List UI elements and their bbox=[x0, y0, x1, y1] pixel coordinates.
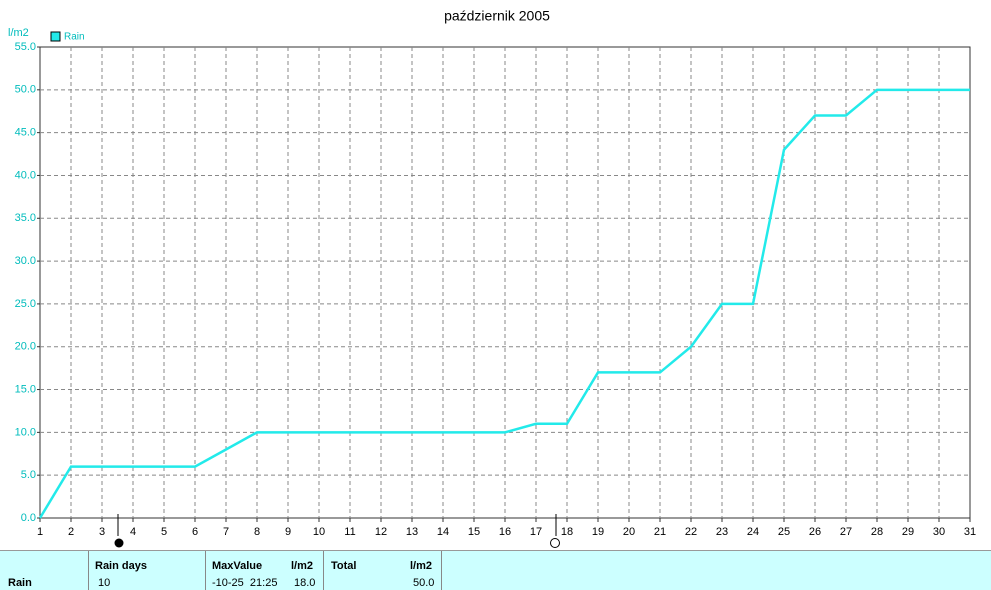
x-tick-label: 30 bbox=[933, 526, 945, 538]
x-tick-label: 11 bbox=[344, 526, 355, 538]
x-tick-label: 21 bbox=[654, 526, 666, 538]
x-tick-label: 18 bbox=[561, 526, 573, 538]
x-tick-label: 4 bbox=[130, 526, 136, 538]
y-tick-label: 45.0 bbox=[15, 127, 36, 139]
cell: 10 bbox=[98, 577, 111, 589]
legend-swatch bbox=[50, 31, 61, 42]
y-tick-label: 0.0 bbox=[21, 512, 36, 524]
x-tick-label: 12 bbox=[375, 526, 387, 538]
rain-line bbox=[38, 88, 970, 519]
col-separator bbox=[323, 551, 324, 590]
x-tick-label: 5 bbox=[161, 526, 167, 538]
x-tick-label: 15 bbox=[468, 526, 480, 538]
y-tick-label: 30.0 bbox=[15, 255, 36, 267]
y-tick-label: 15.0 bbox=[15, 383, 36, 395]
y-tick-label: 25.0 bbox=[15, 298, 36, 310]
y-axis-label: l/m2 bbox=[8, 27, 29, 39]
x-tick-label: 13 bbox=[406, 526, 418, 538]
x-tick-label: 23 bbox=[716, 526, 728, 538]
y-tick-label: 20.0 bbox=[15, 341, 36, 353]
x-tick-label: 27 bbox=[840, 526, 852, 538]
x-tick-label: 8 bbox=[254, 526, 260, 538]
row-label: Rain bbox=[8, 577, 32, 589]
x-tick-label: 19 bbox=[592, 526, 604, 538]
col-separator bbox=[88, 551, 89, 590]
x-tick-label: 22 bbox=[685, 526, 697, 538]
x-tick-label: 1 bbox=[37, 526, 43, 538]
x-tick-label: 14 bbox=[437, 526, 449, 538]
y-tick-label: 10.0 bbox=[15, 426, 36, 438]
full-moon-icon bbox=[550, 538, 560, 548]
y-tick-label: 5.0 bbox=[21, 469, 36, 481]
x-tick-label: 28 bbox=[871, 526, 883, 538]
x-tick-label: 6 bbox=[192, 526, 198, 538]
x-tick-label: 26 bbox=[809, 526, 821, 538]
x-tick-label: 10 bbox=[313, 526, 325, 538]
y-tick-label: 35.0 bbox=[15, 212, 36, 224]
col-separator bbox=[441, 551, 442, 590]
col-header: MaxValue bbox=[212, 560, 263, 572]
col-unit: l/m2 bbox=[410, 560, 433, 572]
y-tick-label: 40.0 bbox=[15, 169, 36, 181]
cell: 50.0 bbox=[413, 577, 435, 589]
x-tick-label: 24 bbox=[747, 526, 759, 538]
x-tick-label: 29 bbox=[902, 526, 914, 538]
x-tick-label: 2 bbox=[68, 526, 74, 538]
chart-title: październik 2005 bbox=[444, 8, 550, 24]
col-separator bbox=[205, 551, 206, 590]
x-tick-label: 17 bbox=[530, 526, 542, 538]
x-tick-label: 31 bbox=[964, 526, 976, 538]
x-tick-label: 9 bbox=[285, 526, 291, 538]
cell: 18.0 bbox=[294, 577, 316, 589]
x-tick-label: 25 bbox=[778, 526, 790, 538]
col-unit: l/m2 bbox=[291, 560, 314, 572]
new-moon-icon bbox=[114, 538, 124, 548]
col-header: Total bbox=[331, 560, 357, 572]
x-tick-label: 16 bbox=[499, 526, 511, 538]
cell: -10-25 21:25 bbox=[212, 577, 278, 589]
x-tick-label: 7 bbox=[223, 526, 229, 538]
summary-table: Rain Rain days 10 MaxValue l/m2 -10-25 2… bbox=[0, 550, 991, 590]
y-tick-label: 50.0 bbox=[15, 84, 36, 96]
col-header: Rain days bbox=[95, 560, 147, 572]
x-tick-label: 3 bbox=[99, 526, 105, 538]
x-tick-label: 20 bbox=[623, 526, 635, 538]
y-tick-label: 55.0 bbox=[15, 41, 36, 53]
legend-label: Rain bbox=[64, 32, 85, 43]
chart: październik 2005 l/m2 0.0 5.0 10.0 15.0 20.0… bbox=[8, 8, 976, 548]
